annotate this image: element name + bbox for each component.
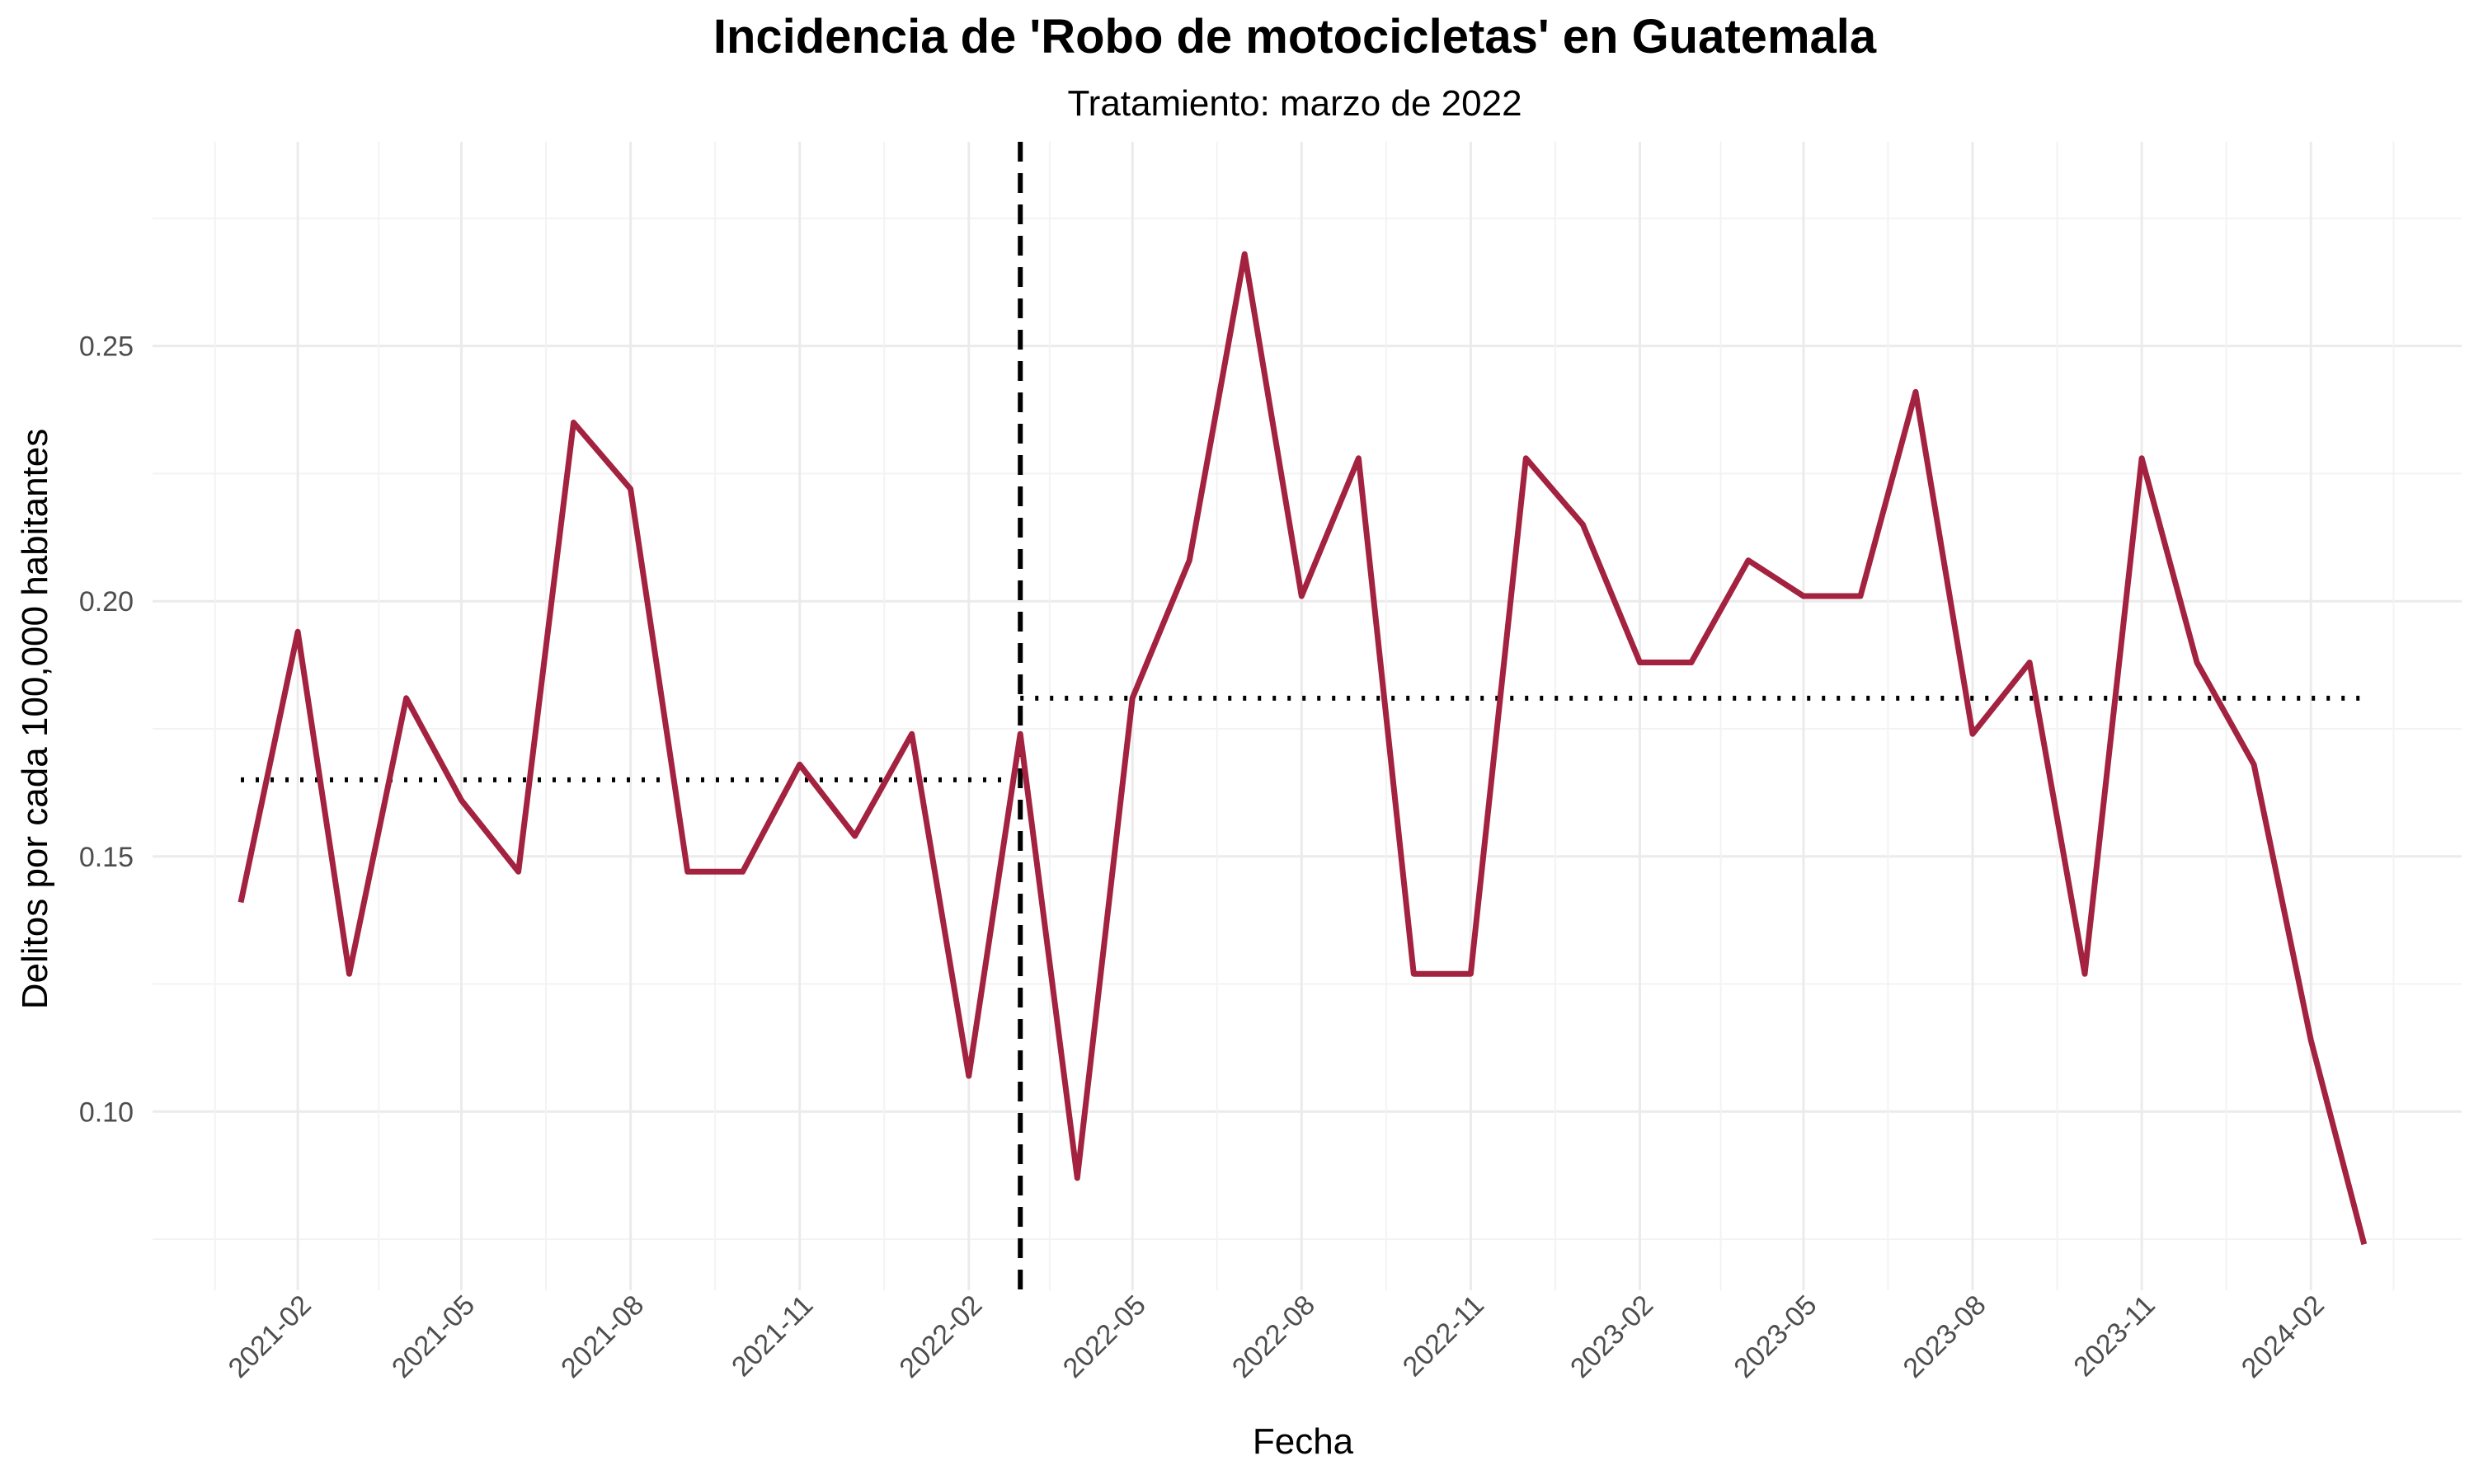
x-tick-label: 2023-08 xyxy=(1898,1289,1992,1384)
x-tick-label: 2022-05 xyxy=(1057,1289,1152,1384)
reference-lines xyxy=(241,142,2364,1290)
chart-title: Incidencia de 'Robo de motocicletas' en … xyxy=(713,10,1877,63)
x-tick-label: 2023-05 xyxy=(1728,1289,1823,1384)
x-tick-label: 2021-02 xyxy=(223,1289,317,1384)
y-tick-label: 0.10 xyxy=(79,1097,134,1128)
x-tick-label: 2024-02 xyxy=(2236,1289,2331,1384)
y-axis-ticks: 0.10 0.15 0.20 0.25 xyxy=(79,331,134,1129)
series-line xyxy=(238,251,2368,1246)
chart-subtitle: Tratamiento: marzo de 2022 xyxy=(1067,83,1522,124)
x-tick-label: 2022-08 xyxy=(1226,1289,1321,1384)
series-group xyxy=(238,251,2368,1246)
x-tick-label: 2022-11 xyxy=(1397,1289,1490,1383)
x-tick-label: 2021-08 xyxy=(555,1289,650,1384)
x-tick-label: 2023-11 xyxy=(2067,1289,2161,1383)
x-tick-label: 2023-02 xyxy=(1564,1289,1659,1384)
x-tick-label: 2021-11 xyxy=(726,1289,819,1383)
y-tick-label: 0.25 xyxy=(79,331,134,363)
x-tick-label: 2022-02 xyxy=(893,1289,988,1384)
y-tick-label: 0.20 xyxy=(79,586,134,618)
x-tick-label: 2021-05 xyxy=(386,1289,481,1384)
y-tick-label: 0.15 xyxy=(79,842,134,873)
grid xyxy=(153,142,2462,1290)
x-axis-ticks: 2021-02 2021-05 2021-08 2021-11 2022-02 2022-… xyxy=(223,1289,2331,1384)
y-axis-title: Delitos por cada 100,000 habitantes xyxy=(15,429,55,1010)
x-axis-title: Fecha xyxy=(1253,1421,1354,1462)
